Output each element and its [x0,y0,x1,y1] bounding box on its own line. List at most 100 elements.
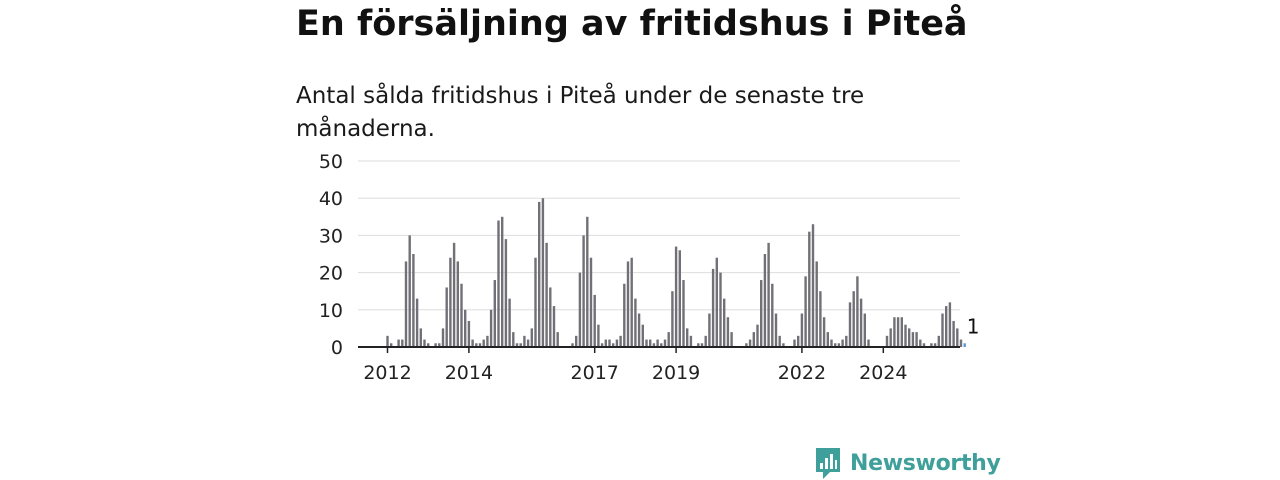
bar [908,328,911,347]
y-tick-label: 0 [331,337,343,359]
bar [904,324,907,347]
bar [778,335,781,347]
bar [538,201,541,347]
bar [700,343,704,347]
bar [774,313,778,347]
bar [726,317,730,347]
bar [933,343,937,347]
bar [475,343,478,347]
bar [630,257,633,347]
bar [438,343,441,347]
bar [415,298,419,347]
bar [615,339,619,347]
bar [719,272,722,347]
bar [612,343,615,347]
bar [945,306,948,347]
bar [623,283,626,347]
bar [645,339,648,347]
bar [811,224,815,347]
bar [552,306,556,347]
bar [386,335,389,347]
bar [671,291,674,347]
bar [800,313,804,347]
bar [763,254,767,347]
bar [571,343,574,347]
chart-bars [386,198,966,347]
bar [830,339,833,347]
bar [489,309,493,347]
bar [504,239,508,347]
bar [771,283,774,347]
bar [667,332,670,347]
bar [404,261,408,347]
newsworthy-logo: Newsworthy [814,446,1001,480]
bar [715,257,718,347]
bar [822,317,826,347]
y-axis-ticks: 0 10 20 30 40 50 [319,151,343,359]
bar [445,287,448,347]
bar [863,313,866,347]
bar [804,276,807,347]
bar [390,343,393,347]
bar [486,335,489,347]
bar [686,328,689,347]
bar [941,313,944,347]
bar [600,343,604,347]
bar [423,339,426,347]
bar [604,339,607,347]
bar [915,332,918,347]
bar [589,257,593,347]
bar [530,328,533,347]
bar [641,324,644,347]
bar [922,343,926,347]
bar [434,343,437,347]
bar [467,320,471,347]
bar [893,317,896,347]
bar [797,335,800,347]
bar [852,291,855,347]
bar [859,298,863,347]
bar [649,339,652,347]
bar [937,335,940,347]
bar [512,332,515,347]
bar [708,313,711,347]
bar [752,332,755,347]
bar [826,332,829,347]
bar [819,291,822,347]
bar [656,339,659,347]
y-tick-label: 30 [319,225,343,247]
y-tick-label: 50 [319,151,343,173]
bar [637,313,641,347]
y-tick-label: 40 [319,188,343,210]
bar [663,339,667,347]
bar [748,339,752,347]
bar [867,339,870,347]
bar [896,317,900,347]
bar [760,280,763,347]
bar [464,309,467,347]
bar [460,283,463,347]
bar [956,328,959,347]
brand-name: Newsworthy [850,450,1001,476]
bar [593,294,596,347]
bar [723,298,726,347]
bar [501,216,504,347]
bar [841,339,844,347]
x-tick-label: 2022 [778,362,826,384]
bar [471,339,474,347]
x-tick-label: 2019 [652,362,700,384]
bar [911,332,915,347]
bar [952,320,955,347]
y-tick-label: 20 [319,263,343,285]
bar [515,343,519,347]
bar [626,261,630,347]
bar [412,254,415,347]
x-tick-label: 2017 [571,362,619,384]
bar [889,328,892,347]
x-axis-ticks: 2012 2014 2017 2019 2022 2024 [363,347,907,384]
bar [441,328,445,347]
bar [549,287,552,347]
bar [449,257,452,347]
bar [919,339,922,347]
bar [478,343,482,347]
